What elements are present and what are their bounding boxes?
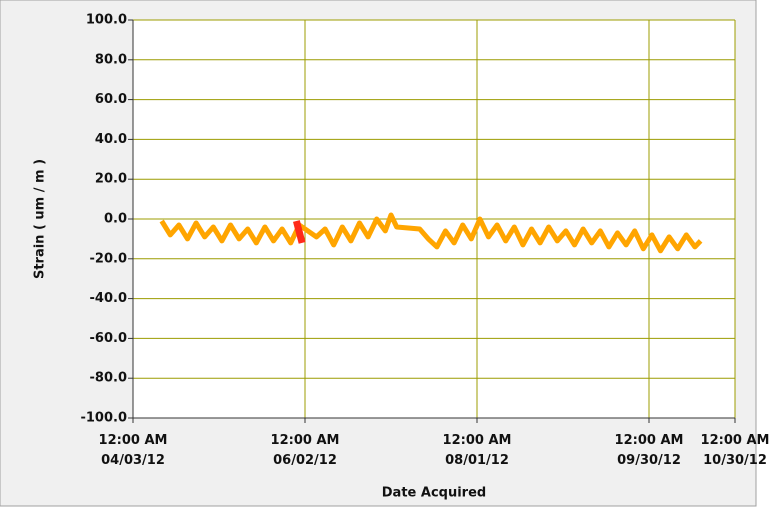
x-tick-label-line: 06/02/12 xyxy=(273,453,337,468)
x-tick-label: 12:00 AM 04/03/12 xyxy=(99,433,168,468)
y-axis-label: Strain ( um / m ) xyxy=(33,159,48,279)
y-tick-label: 40.0 xyxy=(95,132,127,147)
x-axis-label: Date Acquired xyxy=(382,486,486,501)
data-line xyxy=(293,220,306,244)
y-tick-label: -80.0 xyxy=(90,371,127,386)
y-tick-label: 0.0 xyxy=(104,212,127,227)
y-tick-label: -40.0 xyxy=(90,291,127,306)
y-tick-label: -20.0 xyxy=(90,251,127,266)
x-tick-label-line: 08/01/12 xyxy=(445,453,509,468)
x-tick-label: 12:00 AM 09/30/12 xyxy=(615,433,684,468)
x-tick-label-line: 12:00 AM xyxy=(99,433,168,448)
x-tick-label-line: 12:00 AM xyxy=(701,433,770,448)
x-tick-label-line: 12:00 AM xyxy=(271,433,340,448)
x-tick-label: 12:00 AM 08/01/12 xyxy=(443,433,512,468)
y-tick-label: -100.0 xyxy=(80,411,127,426)
x-tick-label-line: 12:00 AM xyxy=(443,433,512,448)
y-tick-label: 100.0 xyxy=(86,13,127,28)
y-tick-label: 80.0 xyxy=(95,52,127,67)
x-tick-label-line: 10/30/12 xyxy=(703,453,767,468)
x-tick-label-line: 12:00 AM xyxy=(615,433,684,448)
data-line xyxy=(159,212,703,254)
y-tick-label: 60.0 xyxy=(95,92,127,107)
x-tick-label-line: 04/03/12 xyxy=(101,453,165,468)
x-tick-label: 12:00 AM 06/02/12 xyxy=(271,433,340,468)
x-tick-label: 12:00 AM 10/30/12 xyxy=(701,433,770,468)
y-tick-label: -60.0 xyxy=(90,331,127,346)
x-tick-label-line: 09/30/12 xyxy=(617,453,681,468)
y-tick-label: 20.0 xyxy=(95,172,127,187)
